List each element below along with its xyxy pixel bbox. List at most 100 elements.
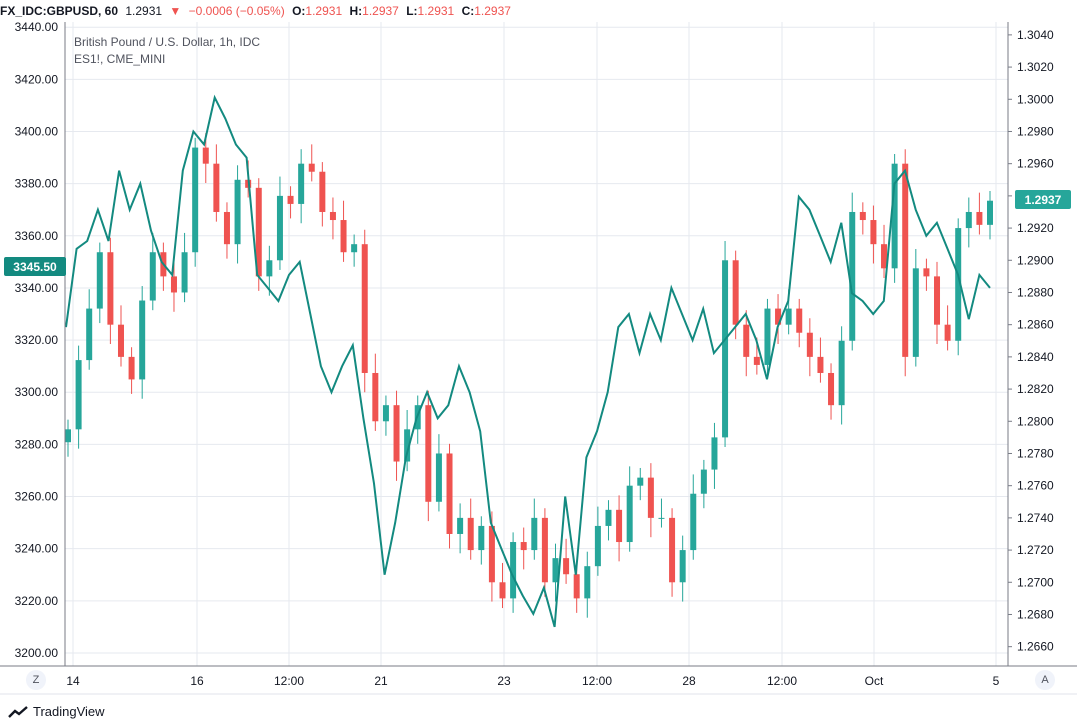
right-tick-label: 1.2960 xyxy=(1017,157,1054,171)
candle-body xyxy=(499,582,506,599)
candle-body xyxy=(96,252,103,309)
time-tick-label: 12:00 xyxy=(582,674,612,688)
candle-body xyxy=(828,372,835,406)
main-series-title[interactable]: British Pound / U.S. Dollar, 1h, IDC xyxy=(74,35,261,49)
close-label: C: xyxy=(461,4,475,18)
candle-body xyxy=(404,429,411,462)
candle-body xyxy=(838,340,845,406)
candle-body xyxy=(435,453,442,502)
candle-body xyxy=(107,252,114,325)
left-price-axis: 3440.00 3420.00 3400.00 3380.00 3360.00 3340.… xyxy=(15,20,59,660)
low-label: L: xyxy=(406,4,418,18)
time-tick-label: 12:00 xyxy=(274,674,304,688)
chart-frame xyxy=(0,22,1077,695)
auto-scale-button[interactable]: A xyxy=(1035,670,1055,690)
candle-body xyxy=(743,324,750,357)
last-price: 1.2931 xyxy=(125,4,163,18)
candle-body xyxy=(891,163,898,269)
candle-body xyxy=(605,509,612,526)
candle-body xyxy=(128,356,135,380)
right-tick-label: 1.2720 xyxy=(1017,543,1054,557)
candle-body xyxy=(796,308,803,333)
candle-body xyxy=(753,356,760,365)
right-tick-label: 1.2700 xyxy=(1017,575,1054,589)
time-axis: 14 16 12:00 21 23 12:00 28 12:00 Oct 5 xyxy=(66,674,999,688)
candle-body xyxy=(616,509,623,543)
symbol-name[interactable]: FX_IDC:GBPUSD, 60 xyxy=(0,4,119,18)
candle-body xyxy=(181,252,188,293)
left-tick-label: 3280.00 xyxy=(15,437,59,451)
candle-body xyxy=(626,485,633,543)
candle-body xyxy=(541,517,548,583)
candle-body xyxy=(520,542,527,551)
right-tick-label: 1.2680 xyxy=(1017,607,1054,621)
candle-body xyxy=(446,453,453,534)
candle-body xyxy=(319,171,326,212)
time-tick-label: 5 xyxy=(993,674,1000,688)
candle-body xyxy=(255,187,262,277)
candle-body xyxy=(351,244,358,253)
candle-body xyxy=(65,429,71,443)
candle-body xyxy=(859,211,866,221)
open-label: O: xyxy=(292,4,306,18)
candle-body xyxy=(573,574,580,599)
high-value: 1.2937 xyxy=(362,4,399,18)
left-tick-label: 3380.00 xyxy=(15,177,59,191)
right-tick-label: 1.3000 xyxy=(1017,92,1054,106)
candle-body xyxy=(690,493,697,551)
chart-grid xyxy=(65,22,1008,666)
time-tick-label: 16 xyxy=(190,674,204,688)
candle-body xyxy=(382,405,389,422)
left-tick-label: 3320.00 xyxy=(15,333,59,347)
candle-body xyxy=(732,260,739,325)
candle-body xyxy=(923,268,930,277)
time-tick-label: Oct xyxy=(865,674,884,688)
left-tick-label: 3200.00 xyxy=(15,646,59,660)
tradingview-brand[interactable]: TradingView xyxy=(8,704,105,719)
candle-body xyxy=(965,211,972,229)
low-value: 1.2931 xyxy=(417,4,455,18)
price-change: −0.0006 (−0.05%) xyxy=(188,4,285,18)
right-tick-label: 1.2760 xyxy=(1017,479,1054,493)
candle-body xyxy=(594,525,601,567)
candle-body xyxy=(637,477,644,486)
time-tick-label: 23 xyxy=(497,674,511,688)
candle-body xyxy=(170,276,177,293)
right-price-badge: 1.2937 xyxy=(1015,190,1071,209)
right-tick-label: 1.2740 xyxy=(1017,511,1054,525)
candle-body xyxy=(764,308,771,365)
left-tick-label: 3440.00 xyxy=(15,20,59,34)
candle-body xyxy=(287,195,294,204)
candle-body xyxy=(552,558,559,583)
candle-body xyxy=(202,147,209,164)
candle-body xyxy=(223,211,230,245)
candle-body xyxy=(139,300,146,380)
right-tick-label: 1.2840 xyxy=(1017,350,1054,364)
right-tick-label: 1.2880 xyxy=(1017,285,1054,299)
candle-body xyxy=(86,308,93,361)
chart-legend: British Pound / U.S. Dollar, 1h, IDC ES1… xyxy=(74,34,260,68)
high-label: H: xyxy=(349,4,363,18)
zoom-toggle-button[interactable]: Z xyxy=(26,670,46,690)
candle-body xyxy=(149,252,156,301)
right-tick-label: 1.3040 xyxy=(1017,28,1054,42)
candle-body xyxy=(234,179,241,245)
right-tick-label: 1.2900 xyxy=(1017,253,1054,267)
right-tick-label: 1.2920 xyxy=(1017,221,1054,235)
candle-body xyxy=(934,276,941,325)
overlay-series-title[interactable]: ES1!, CME_MINI xyxy=(74,52,166,66)
candle-body xyxy=(329,211,336,221)
time-tick-label: 14 xyxy=(66,674,80,688)
left-tick-label: 3260.00 xyxy=(15,490,59,504)
down-arrow-icon: ▼ xyxy=(169,4,182,18)
candle-body xyxy=(806,332,813,357)
candle-body xyxy=(711,437,718,470)
candle-body xyxy=(276,195,283,261)
candle-body xyxy=(881,244,888,269)
candle-body xyxy=(700,469,707,494)
candle-body xyxy=(584,566,591,599)
candle-body xyxy=(722,260,729,438)
candle-body xyxy=(849,211,856,341)
candle-body xyxy=(478,525,485,551)
